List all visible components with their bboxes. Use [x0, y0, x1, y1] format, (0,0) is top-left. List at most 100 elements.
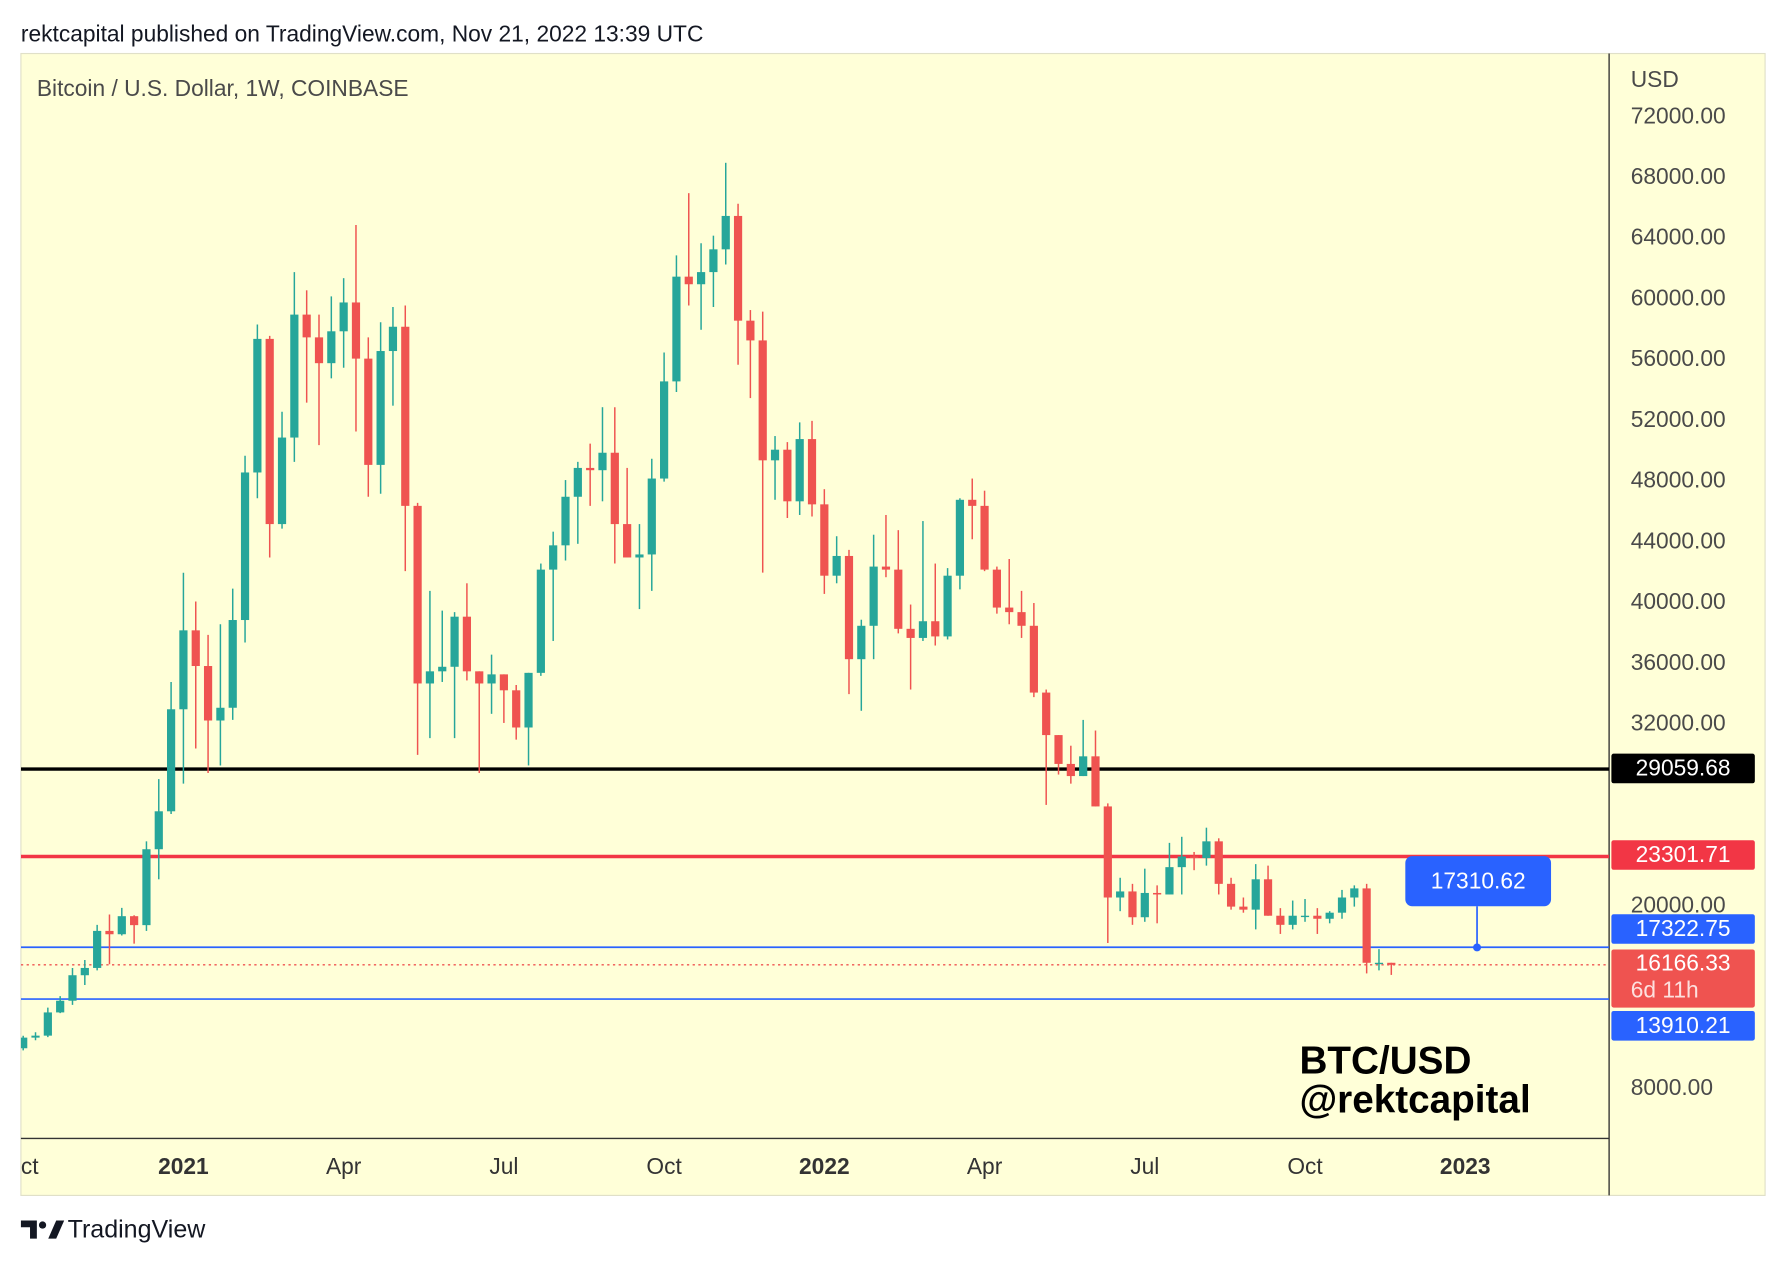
- candle-body: [1263, 879, 1273, 916]
- candle-body: [968, 499, 977, 506]
- y-tick-label: 64000.00: [1631, 224, 1726, 250]
- y-tick-label: 68000.00: [1631, 163, 1726, 189]
- candle-body: [672, 276, 681, 382]
- watermark: @rektcapital: [1299, 1078, 1530, 1121]
- price-tag-label: 23301.71: [1636, 841, 1731, 867]
- candle-body: [388, 326, 398, 352]
- candle-body: [1337, 897, 1347, 913]
- currency-label: USD: [1631, 66, 1679, 92]
- candle-body: [1239, 906, 1248, 910]
- candle-body: [142, 849, 151, 926]
- price-tag: [1611, 840, 1755, 870]
- candle-body: [1042, 692, 1051, 736]
- candle-body: [339, 302, 348, 332]
- candle-body: [696, 272, 706, 285]
- candle-body: [364, 358, 373, 465]
- candle-body: [302, 314, 311, 338]
- candle-body: [290, 314, 299, 438]
- candle-body: [610, 452, 619, 525]
- x-tick-label: Apr: [967, 1153, 1003, 1179]
- candle-body: [401, 326, 410, 506]
- candle-body: [277, 437, 287, 525]
- candle-body: [770, 449, 780, 461]
- candle-body: [549, 545, 558, 570]
- x-tick-label: ct: [21, 1153, 39, 1179]
- candle-body: [80, 967, 89, 976]
- candle-body: [1079, 756, 1088, 777]
- x-tick-label: Jul: [489, 1153, 518, 1179]
- y-tick-label: 52000.00: [1631, 406, 1726, 432]
- candle-body: [203, 666, 213, 721]
- candle-body: [955, 499, 965, 576]
- candle-body: [647, 478, 656, 555]
- candle-body: [684, 276, 693, 285]
- x-tick-label: 2023: [1440, 1153, 1491, 1179]
- callout-anchor: [1473, 943, 1482, 952]
- candle-body: [524, 672, 533, 728]
- candle-body: [1276, 915, 1285, 925]
- candle-body: [573, 467, 582, 497]
- y-tick-label: 36000.00: [1631, 649, 1726, 675]
- footer-brand: TradingView: [68, 1215, 207, 1243]
- candle-body: [1116, 891, 1125, 898]
- candle-body: [117, 916, 126, 935]
- candle-body: [894, 569, 903, 629]
- price-tag-label: 17322.75: [1636, 915, 1731, 941]
- candle-body: [1226, 883, 1236, 907]
- candle-body: [253, 338, 262, 473]
- candle-body: [20, 1037, 28, 1049]
- price-tag-label: 13910.21: [1636, 1012, 1731, 1038]
- chart-background: [20, 52, 1766, 1196]
- candle-body: [992, 569, 1001, 608]
- candle-body: [1202, 841, 1211, 859]
- candle-body: [1140, 892, 1149, 918]
- candle-body: [68, 975, 77, 1001]
- candle-body: [758, 340, 767, 461]
- candle-body: [166, 709, 176, 812]
- y-tick-label: 48000.00: [1631, 467, 1726, 493]
- candle-body: [1189, 856, 1199, 859]
- chart-title: Bitcoin / U.S. Dollar, 1W, COINBASE: [37, 75, 409, 101]
- candle-body: [413, 505, 422, 684]
- price-tag: [1611, 914, 1755, 944]
- candle-body: [820, 504, 829, 576]
- candle-body: [327, 331, 336, 364]
- candle-body: [1153, 892, 1162, 895]
- candle-body: [598, 452, 607, 471]
- candle-body: [351, 302, 361, 359]
- candle-body: [536, 569, 545, 673]
- candle-body: [216, 707, 225, 721]
- watermark: BTC/USD: [1299, 1040, 1471, 1083]
- candle-body: [1005, 607, 1014, 613]
- candle-body: [1017, 612, 1026, 626]
- candle-body: [721, 215, 730, 250]
- candle-body: [869, 566, 878, 626]
- candle-body: [857, 625, 866, 660]
- candle-body: [1165, 867, 1174, 895]
- y-tick-label: 40000.00: [1631, 588, 1726, 614]
- candle-body: [1325, 912, 1334, 919]
- price-tag: [1611, 753, 1755, 784]
- candle-body: [1128, 891, 1137, 918]
- x-tick-label: Oct: [1287, 1153, 1323, 1179]
- candle-body: [807, 439, 817, 505]
- y-tick-label: 32000.00: [1631, 709, 1726, 735]
- candle-body: [733, 215, 743, 321]
- candle-body: [31, 1035, 40, 1038]
- x-tick-label: 2022: [799, 1153, 850, 1179]
- candle-body: [561, 496, 570, 546]
- callout-box: [1405, 856, 1552, 907]
- candle-body: [179, 630, 188, 710]
- candle-body: [154, 811, 163, 850]
- candle-body: [462, 616, 472, 672]
- candle-body: [487, 674, 496, 684]
- candle-body: [795, 439, 804, 502]
- plot-area: [20, 162, 1610, 1051]
- candle-body: [660, 381, 669, 479]
- x-tick-label: Apr: [326, 1153, 362, 1179]
- candle-body: [1300, 915, 1310, 918]
- candle-body: [191, 630, 200, 667]
- x-tick-label: 2021: [158, 1153, 209, 1179]
- candle-body: [130, 916, 139, 926]
